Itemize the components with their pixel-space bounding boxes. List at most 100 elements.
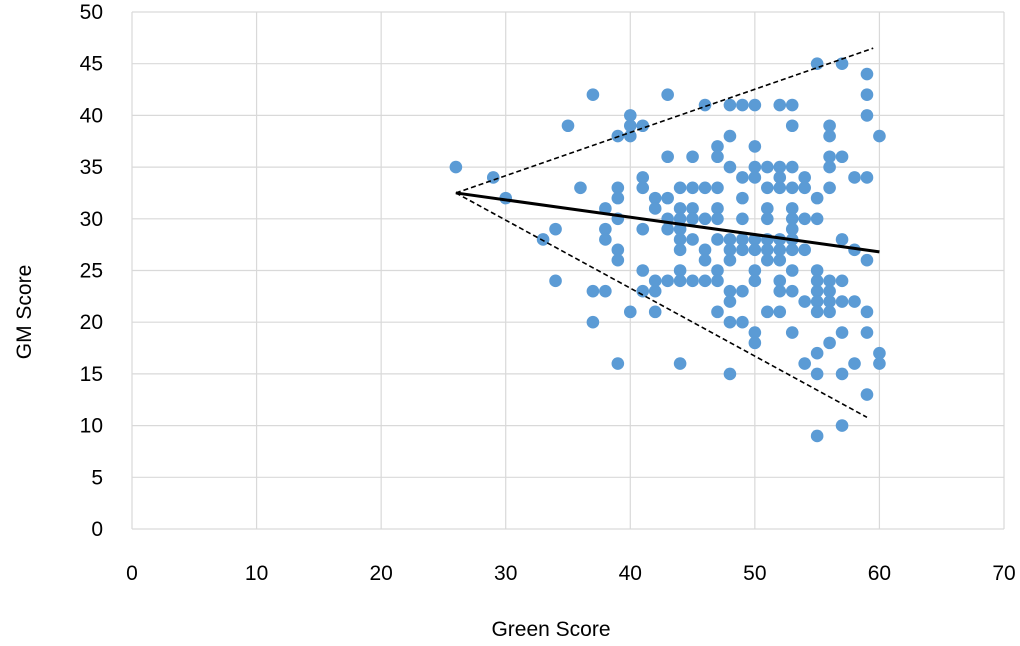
dashed-bound-line [455,47,874,194]
data-point [773,98,787,112]
data-point [748,336,762,350]
data-point [711,181,724,195]
y-tick-label: 10 [80,415,103,438]
data-point [736,315,749,329]
data-point [785,181,799,195]
data-point [785,160,799,174]
data-point [686,274,699,288]
data-point [723,243,737,257]
data-point [848,171,861,184]
data-point [810,429,824,443]
data-point [873,346,886,360]
data-point [636,181,650,195]
data-point [698,243,712,257]
data-point [810,367,824,381]
data-point [773,181,787,195]
data-point [810,57,824,70]
y-tick-label: 5 [91,466,103,489]
data-point [798,243,811,257]
data-point [785,243,799,257]
data-point [711,212,724,226]
data-point [599,233,612,246]
data-point [798,295,811,308]
data-point [810,305,824,319]
y-tick-label: 30 [80,208,103,231]
data-point [648,284,662,298]
data-point [798,212,811,226]
data-point [823,160,836,174]
data-point [835,295,849,308]
data-point [673,233,687,246]
x-tick-label: 0 [126,562,138,585]
data-point [599,222,612,236]
data-point [748,264,762,277]
y-tick-label: 40 [80,104,103,127]
trend-lines [455,47,880,419]
data-point [873,357,886,370]
data-point [835,150,849,164]
data-point [823,274,836,288]
data-point [661,222,674,236]
x-tick-label: 10 [245,562,268,585]
data-point [835,326,849,339]
data-point [736,98,749,112]
data-point [636,284,650,298]
data-point [636,222,650,236]
data-point [810,212,824,226]
data-point [748,243,762,257]
x-tick-label: 30 [494,562,517,585]
data-point [835,57,849,70]
data-point [449,160,463,174]
data-point [748,140,762,153]
y-tick-label: 0 [91,518,103,541]
data-point [623,129,637,143]
data-point [711,202,724,215]
x-axis-title: Green Score [491,618,610,641]
data-point [698,212,712,226]
x-tick-label: 50 [743,562,766,585]
data-point [686,233,699,246]
data-point [711,233,724,246]
y-tick-label: 20 [80,311,103,334]
data-point [761,202,774,215]
data-point [823,150,836,164]
data-point [823,129,836,143]
data-point [698,274,712,288]
solid-trend-line [455,191,880,254]
data-point [773,274,787,288]
data-point [748,160,762,174]
data-point [611,243,625,257]
x-tick-label: 40 [619,562,642,585]
data-point [686,202,699,215]
dashed-bound-line [455,192,868,419]
data-point [673,264,687,277]
data-point [673,202,687,215]
data-point [761,212,774,226]
data-point [711,264,724,277]
data-point [723,284,737,298]
data-point [586,315,600,329]
data-point [798,171,811,184]
data-point [648,191,662,205]
data-point [785,264,799,277]
data-point [686,212,699,226]
data-points [449,57,886,443]
data-point [785,326,799,339]
data-point [611,253,625,267]
data-point [810,274,824,288]
data-point [860,171,874,184]
y-tick-label: 15 [80,363,103,386]
data-point [785,222,799,236]
data-point [673,274,687,288]
data-point [736,171,749,184]
tick-labels: 0 5 10 15 20 25 30 35 40 45 50 0 10 20 30 40 50 60 70 [80,1,1016,585]
data-point [648,202,662,215]
y-tick-label: 25 [80,260,103,283]
data-point [698,181,712,195]
x-tick-label: 20 [369,562,392,585]
data-point [711,150,724,164]
data-point [798,357,811,370]
data-point [549,222,562,236]
data-point [860,67,874,81]
